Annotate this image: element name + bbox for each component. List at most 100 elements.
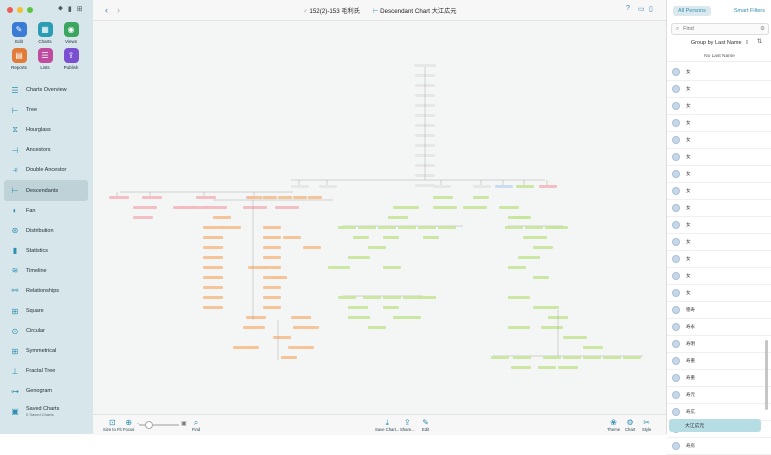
sidebar-item-tree[interactable]: ⊢ Tree (4, 100, 88, 120)
tab-all-persons[interactable]: All Persons (673, 6, 711, 16)
tool-charts[interactable]: ▦ Charts (32, 22, 58, 44)
zoom-window-button[interactable] (27, 7, 33, 13)
person-box-125[interactable] (538, 366, 556, 369)
sidebar-item-distribution[interactable]: ⊛ Distribution (4, 221, 88, 241)
sidebar-item-hourglass[interactable]: ⧖ Hourglass (4, 120, 88, 140)
person-box-41[interactable] (263, 236, 281, 239)
person-row[interactable]: 寿重 (667, 370, 771, 387)
person-box-75[interactable] (388, 216, 408, 219)
descendant-chart-canvas[interactable] (93, 20, 666, 414)
person-box-24[interactable] (133, 206, 157, 209)
sidebar-item-relationships[interactable]: ⚯ Relationships (4, 281, 88, 301)
person-row[interactable]: 女 (667, 268, 771, 285)
person-box-94[interactable] (418, 296, 436, 299)
person-box-53[interactable] (263, 296, 281, 299)
person-row[interactable]: 女 (667, 115, 771, 132)
person-box-70[interactable] (473, 196, 489, 199)
person-box-104[interactable] (545, 226, 563, 229)
person-box-97[interactable] (348, 316, 370, 319)
person-box-40[interactable] (203, 236, 223, 239)
sidebar-item-timeline[interactable]: ≋ Timeline (4, 261, 88, 281)
back-arrow-icon[interactable]: ‹ (105, 5, 108, 15)
sidebar-item-charts-overview[interactable]: ☰ Charts Overview (4, 80, 88, 100)
person-box-38[interactable] (203, 226, 223, 229)
person-box-57[interactable] (283, 236, 301, 239)
selected-person-row[interactable]: 大江広元 (669, 419, 761, 432)
person-box-19[interactable] (539, 185, 557, 188)
person-box-46[interactable] (203, 266, 223, 269)
sidebar-item-ancestors[interactable]: ⊣ Ancestors (4, 140, 88, 160)
person-box-71[interactable] (393, 206, 419, 209)
minimize-window-button[interactable] (17, 7, 23, 13)
person-box-45[interactable] (263, 256, 281, 259)
sidebar-toggle-icon[interactable]: ▯ (649, 6, 653, 13)
person-box-80[interactable] (398, 226, 416, 229)
person-box-26[interactable] (203, 206, 227, 209)
person-box-89[interactable] (328, 266, 350, 269)
person-box-90[interactable] (338, 296, 356, 299)
person-box-111[interactable] (533, 306, 559, 309)
person-box-100[interactable] (508, 216, 528, 219)
person-box-122[interactable] (603, 356, 621, 359)
person-box-103[interactable] (525, 226, 543, 229)
person-box-107[interactable] (518, 256, 540, 259)
person-box-91[interactable] (363, 296, 381, 299)
breadcrumb[interactable]: ♂ 152(2)-153 毛利氏 (303, 6, 360, 15)
person-box-92[interactable] (383, 296, 401, 299)
person-box-17[interactable] (495, 185, 513, 188)
bottom-tool-save-chart-[interactable]: ⤓ Save Chart... (375, 418, 399, 432)
person-box-68[interactable] (281, 356, 297, 359)
person-row[interactable]: 女 (667, 217, 771, 234)
person-box-12[interactable] (415, 184, 435, 187)
sort-icon[interactable]: ⇅ (757, 39, 763, 45)
person-box-72[interactable] (433, 206, 457, 209)
person-box-59[interactable] (248, 266, 266, 269)
person-row[interactable]: 寿元 (667, 387, 771, 404)
person-box-77[interactable] (338, 226, 356, 229)
person-box-18[interactable] (516, 185, 534, 188)
person-box-79[interactable] (378, 226, 396, 229)
person-box-33[interactable] (263, 196, 277, 199)
person-box-34[interactable] (278, 196, 292, 199)
person-box-50[interactable] (203, 286, 223, 289)
person-box-81[interactable] (418, 226, 436, 229)
person-box-47[interactable] (263, 266, 281, 269)
person-row[interactable]: 女 (667, 132, 771, 149)
person-box-114[interactable] (541, 326, 563, 329)
person-box-99[interactable] (368, 326, 386, 329)
person-row[interactable]: 徳寿 (667, 302, 771, 319)
bottom-tool-style[interactable]: ✂ Style (642, 418, 651, 432)
person-box-73[interactable] (463, 206, 487, 209)
person-box-48[interactable] (203, 276, 223, 279)
person-box-63[interactable] (243, 326, 265, 329)
bottom-tool-find[interactable]: ⌕ Find (192, 418, 200, 432)
person-box-16[interactable] (473, 185, 491, 188)
person-box-84[interactable] (383, 236, 399, 239)
search-options-icon[interactable]: ⚙ (760, 26, 765, 32)
person-box-123[interactable] (623, 356, 641, 359)
person-box-58[interactable] (303, 246, 321, 249)
person-box-87[interactable] (348, 256, 370, 259)
sidebar-item-statistics[interactable]: ▮ Statistics (4, 241, 88, 261)
zoom-out-icon[interactable]: ◦ (137, 421, 139, 427)
person-box-78[interactable] (358, 226, 376, 229)
person-box-115[interactable] (563, 336, 587, 339)
tag-icon[interactable]: ⬥ (58, 5, 63, 12)
person-box-120[interactable] (563, 356, 581, 359)
bottom-tool-focus[interactable]: ⊕ Focus (123, 418, 134, 432)
zoom-in-icon[interactable]: ▣ (181, 421, 187, 427)
person-search-input[interactable] (683, 26, 754, 32)
tool-lists[interactable]: ☰ Lists (32, 48, 58, 70)
person-box-52[interactable] (203, 296, 223, 299)
bookmark-icon[interactable]: ▮ (67, 6, 72, 13)
person-box-22[interactable] (196, 196, 216, 199)
person-row[interactable]: 女 (667, 166, 771, 183)
person-row[interactable]: 寿重 (667, 353, 771, 370)
sidebar-item-circular[interactable]: ⊙ Circular (4, 321, 88, 341)
person-box-32[interactable] (248, 196, 262, 199)
grid-icon[interactable]: ⊞ (76, 6, 83, 13)
person-box-65[interactable] (273, 336, 291, 339)
person-box-42[interactable] (203, 246, 223, 249)
person-box-98[interactable] (393, 316, 421, 319)
person-box-44[interactable] (203, 256, 223, 259)
